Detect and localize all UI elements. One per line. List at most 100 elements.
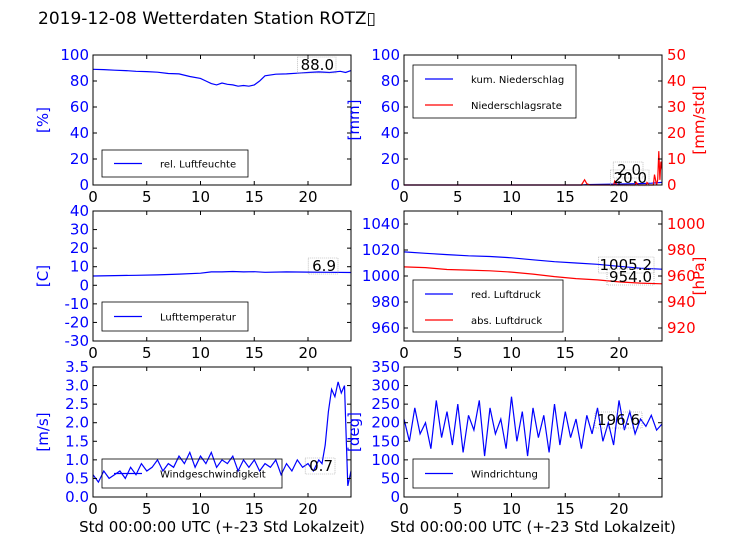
y-axis-label: [deg] [345, 412, 363, 452]
series-line-1 [92, 270, 352, 277]
value-label: 88.0 [297, 56, 337, 74]
x-tick-label: 0 [399, 344, 409, 362]
series-line-1 [403, 396, 663, 457]
plot-frame [403, 366, 663, 498]
value-label: 6.9 [307, 257, 339, 275]
y-right-tick-label: 1000 [667, 215, 705, 233]
x-tick-label: 15 [245, 344, 264, 362]
y-right-tick-label: 960 [667, 267, 696, 285]
chart-panel-4: 0 5 10 15 20 960 980 1000 1020 1040 920 940 960 980 10… [362, 210, 708, 362]
chart-panel-6: 0 5 10 15 20050100150200250300350[deg]Windri… [345, 358, 663, 518]
value-label: 954.0 [606, 268, 655, 286]
plot-frame [92, 366, 352, 498]
y-right-tick-label: 40 [667, 72, 686, 90]
y-right-tick-label: 20 [667, 124, 686, 142]
legend-label: Windrichtung [471, 470, 538, 481]
x-tick-label: 5 [453, 500, 463, 518]
y-tick-label: 100 [371, 451, 400, 469]
value-label-text: 20.0 [614, 169, 647, 187]
y-tick-label: 1040 [362, 215, 400, 233]
x-tick-label: 15 [556, 344, 575, 362]
y-right-tick-label: 940 [667, 293, 696, 311]
y-tick-label: 60 [70, 98, 89, 116]
series-line-2 [403, 266, 663, 285]
legend-label: red. Luftdruck [471, 290, 541, 301]
chart-panel-1: 0 5 10 15 20 0 20 40 60 80 100 [%] rel. Luftfeuchte 8… [34, 46, 352, 206]
x-tick-label: 10 [191, 188, 210, 206]
y-tick-label: 80 [70, 72, 89, 90]
y-tick-label: 60 [381, 98, 400, 116]
y-tick-label: 150 [371, 432, 400, 450]
value-label-box [297, 56, 337, 74]
y-tick-label: 80 [381, 72, 400, 90]
y-tick-label: 1.5 [65, 432, 89, 450]
y-tick-label: 0 [79, 176, 89, 194]
legend-label: kum. Niederschlag [471, 75, 564, 86]
x-tick-label: 20 [609, 500, 628, 518]
x-tick-label: 0 [88, 500, 98, 518]
value-label-text: 0.7 [309, 457, 333, 475]
value-label: 196.6 [594, 411, 643, 429]
value-label-box [606, 268, 655, 286]
y-tick-label: 20 [70, 150, 89, 168]
value-label-text: 1005.2 [600, 256, 653, 274]
x-tick-label: 0 [399, 188, 409, 206]
y-tick-label: 200 [371, 414, 400, 432]
y-tick-label: 1020 [362, 241, 400, 259]
series-line-1 [92, 381, 352, 487]
value-label-box [612, 161, 644, 179]
legend: Windrichtung [412, 458, 550, 489]
legend: red. Luftdruck abs. Luftdruck [412, 279, 564, 333]
y-tick-label: 0.0 [65, 488, 89, 506]
x-tick-label: 20 [298, 500, 317, 518]
value-label-box [304, 457, 336, 475]
y-tick-label: 300 [371, 377, 400, 395]
x-tick-label: 20 [298, 344, 317, 362]
chart-panel-2: 0 5 10 15 20 0 20 40 60 80 100 0 10 20 30 40 50 [mm] [mm/s… [345, 46, 708, 206]
x-tick-label: 10 [191, 344, 210, 362]
legend-label: Windgeschwindigkeit [160, 470, 266, 481]
x-tick-label: 0 [88, 344, 98, 362]
y-tick-label: 250 [371, 395, 400, 413]
chart-panel-5: 0 5 10 15 20 0.00.51.01.52.02.53.03.5 [m/s] Win… [34, 358, 352, 518]
value-label: 1005.2 [598, 256, 655, 274]
x-tick-label: 5 [142, 188, 152, 206]
x-tick-label: 15 [245, 188, 264, 206]
page-title: 2019-12-08 Wetterdaten Station ROTZ▯ [38, 9, 376, 29]
y-right-tick-label: 50 [667, 46, 686, 64]
x-tick-label: 15 [556, 500, 575, 518]
legend-box [101, 301, 249, 332]
y-right-tick-label: 30 [667, 98, 686, 116]
value-label-text: 954.0 [609, 268, 652, 286]
x-tick-label: 10 [502, 344, 521, 362]
y-tick-label: 0.5 [65, 469, 89, 487]
y-right-tick-label: 10 [667, 150, 686, 168]
value-label-box [594, 411, 643, 429]
plot-frame [92, 54, 352, 186]
value-label-text: 88.0 [301, 56, 334, 74]
y-tick-label: 10 [70, 258, 89, 276]
x-tick-label: 10 [191, 500, 210, 518]
legend-label: abs. Luftdruck [471, 316, 542, 327]
x-tick-label: 5 [142, 344, 152, 362]
series-line-1 [92, 68, 352, 87]
y-right-tick-label: 980 [667, 241, 696, 259]
legend: Windgeschwindigkeit [101, 458, 283, 489]
y-tick-label: 3.0 [65, 377, 89, 395]
y-tick-label: 2.5 [65, 395, 89, 413]
x-axis-label: Std 00:00:00 UTC (+-23 Std Lokalzeit) [390, 518, 676, 536]
plot-frame [403, 54, 663, 186]
x-tick-label: 15 [556, 188, 575, 206]
x-tick-label: 5 [142, 500, 152, 518]
legend-box [412, 64, 577, 119]
y-tick-label: 1.0 [65, 451, 89, 469]
y-axis-label: [mm] [345, 100, 363, 141]
x-tick-label: 10 [502, 188, 521, 206]
x-tick-label: 5 [453, 188, 463, 206]
x-axis-label: Std 00:00:00 UTC (+-23 Std Lokalzeit) [79, 518, 365, 536]
y-tick-label: 0 [79, 276, 89, 294]
chart-panel-3: 0 5 10 15 20-30-20-10010203040[C]Lufttempera… [34, 202, 352, 362]
legend-label: Lufttemperatur [160, 313, 237, 324]
legend-box [101, 458, 283, 489]
y-axis-label: [m/s] [34, 412, 52, 451]
